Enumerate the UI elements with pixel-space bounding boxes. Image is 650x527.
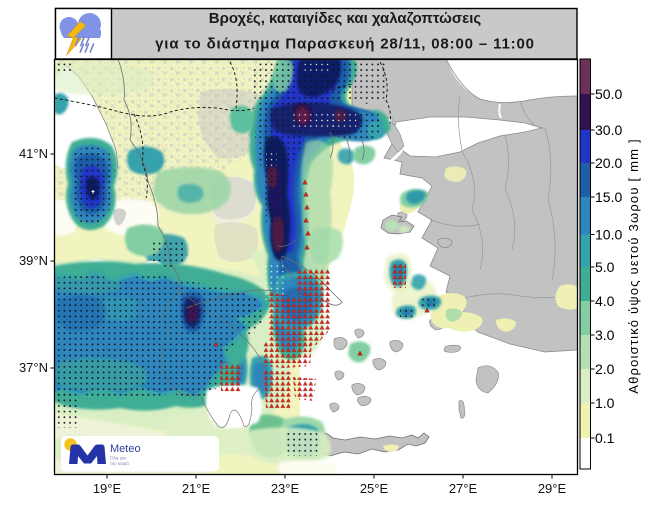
svg-text:15.0: 15.0 — [595, 189, 622, 205]
svg-text:για το διάστημα Παρασκευή 28/1: για το διάστημα Παρασκευή 28/11, 08:00 –… — [155, 36, 535, 53]
svg-text:50.0: 50.0 — [595, 86, 622, 102]
svg-text:37°N: 37°N — [19, 360, 48, 375]
svg-text:27°E: 27°E — [449, 481, 478, 496]
svg-text:10.0: 10.0 — [595, 227, 622, 243]
svg-text:1.0: 1.0 — [595, 395, 615, 411]
svg-text:30.0: 30.0 — [595, 122, 622, 138]
svg-text:23°E: 23°E — [271, 481, 300, 496]
svg-text:2.0: 2.0 — [595, 361, 615, 377]
svg-text:3.0: 3.0 — [595, 327, 615, 343]
svg-text:Όλα για: Όλα για — [109, 456, 126, 461]
svg-text:τον καιρό: τον καιρό — [110, 460, 129, 466]
svg-text:41°N: 41°N — [19, 146, 48, 161]
svg-text:19°E: 19°E — [93, 481, 122, 496]
svg-text:29°E: 29°E — [538, 481, 567, 496]
svg-text:4.0: 4.0 — [595, 293, 615, 309]
svg-text:39°N: 39°N — [19, 253, 48, 268]
svg-text:25°E: 25°E — [360, 481, 389, 496]
svg-text:Αθροιστικό ύψος υετού 3ωρου [: Αθροιστικό ύψος υετού 3ωρου [ mm ] — [626, 138, 641, 394]
svg-text:0.1: 0.1 — [595, 430, 615, 446]
svg-text:Meteo: Meteo — [110, 443, 141, 455]
svg-text:20.0: 20.0 — [595, 155, 622, 171]
svg-text:5.0: 5.0 — [595, 259, 615, 275]
svg-text:Βροχές, καταιγίδες και χαλαζοπ: Βροχές, καταιγίδες και χαλαζοπτώσεις — [209, 10, 482, 27]
svg-text:21°E: 21°E — [182, 481, 211, 496]
